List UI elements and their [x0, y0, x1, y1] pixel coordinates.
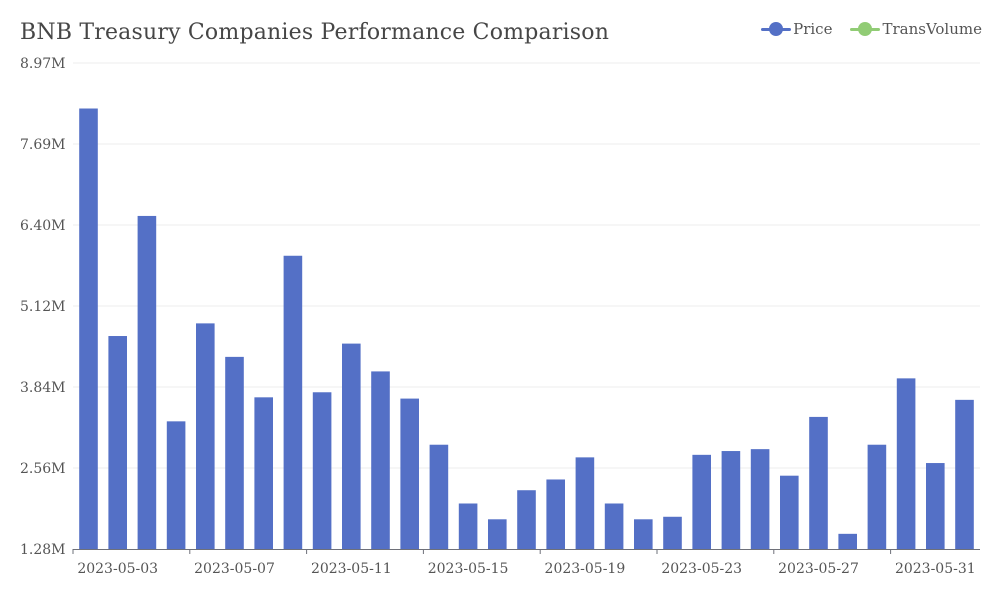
price-bar[interactable] — [458, 503, 478, 549]
x-axis-tick-labels: 2023-05-03 2023-05-07 2023-05-11 2023-05-15… — [77, 561, 975, 577]
x-axis — [72, 549, 980, 554]
y-tick-label: 6.40M — [20, 218, 66, 234]
grid-lines — [73, 62, 980, 469]
x-tick-label: 2023-05-23 — [661, 561, 742, 577]
price-bar[interactable] — [254, 397, 273, 549]
legend-item-price[interactable]: Price — [761, 20, 832, 38]
legend-item-transvolume[interactable]: TransVolume — [850, 20, 982, 38]
price-bar[interactable] — [926, 463, 945, 549]
x-tick-label: 2023-05-07 — [194, 561, 275, 577]
price-bar[interactable] — [955, 399, 974, 549]
legend-transvolume-label: TransVolume — [882, 20, 982, 38]
price-bar[interactable] — [634, 519, 653, 549]
legend-price-label: Price — [793, 20, 833, 38]
y-tick-label: 5.12M — [20, 299, 66, 315]
price-bar[interactable] — [166, 421, 186, 549]
price-bar[interactable] — [283, 255, 303, 549]
y-axis-tick-labels: 1.28M 2.56M 3.84M 5.12M 6.40M 7.69M 8.97M — [20, 56, 66, 558]
chart-title: BNB Treasury Companies Performance Compa… — [20, 20, 610, 45]
price-bar[interactable] — [429, 444, 449, 549]
price-bar[interactable] — [575, 457, 595, 549]
price-bar[interactable] — [400, 398, 419, 549]
price-bar[interactable] — [838, 533, 857, 549]
y-tick-label: 3.84M — [20, 380, 66, 396]
price-bar[interactable] — [809, 416, 828, 549]
price-bar[interactable] — [79, 108, 98, 550]
price-bar[interactable] — [371, 371, 390, 549]
price-bar[interactable] — [604, 503, 624, 549]
y-tick-label: 2.56M — [20, 461, 66, 477]
price-bar[interactable] — [196, 323, 215, 549]
price-bar[interactable] — [750, 449, 770, 549]
y-tick-label: 7.69M — [20, 137, 66, 153]
x-tick-label: 2023-05-31 — [895, 561, 976, 577]
legend-transvolume-dot — [858, 22, 873, 36]
chart-legend: Price TransVolume — [761, 20, 982, 38]
legend-price-dot — [769, 22, 784, 36]
price-bar[interactable] — [312, 392, 332, 549]
x-tick-label: 2023-05-15 — [428, 561, 509, 577]
price-bar[interactable] — [721, 451, 741, 549]
price-bar[interactable] — [546, 479, 565, 549]
x-tick-label: 2023-05-27 — [778, 561, 859, 577]
price-bar[interactable] — [488, 519, 507, 549]
price-bar[interactable] — [663, 516, 682, 549]
x-tick-label: 2023-05-11 — [311, 561, 392, 577]
x-tick-label: 2023-05-03 — [77, 561, 158, 577]
y-tick-label: 1.28M — [20, 542, 66, 558]
legend-transvolume-swatch-icon — [850, 22, 881, 36]
x-tick-label: 2023-05-19 — [545, 561, 626, 577]
y-tick-label: 8.97M — [20, 56, 66, 72]
price-bars — [79, 108, 974, 550]
price-bar[interactable] — [342, 343, 361, 549]
legend-price-swatch-icon — [761, 22, 792, 36]
price-bar[interactable] — [137, 215, 157, 550]
price-bar[interactable] — [108, 336, 127, 549]
price-bar[interactable] — [517, 490, 536, 549]
price-bar[interactable] — [896, 378, 916, 549]
price-bar[interactable] — [692, 454, 711, 549]
price-bar[interactable] — [780, 475, 799, 549]
price-bar[interactable] — [867, 444, 887, 549]
price-bar[interactable] — [225, 356, 244, 549]
